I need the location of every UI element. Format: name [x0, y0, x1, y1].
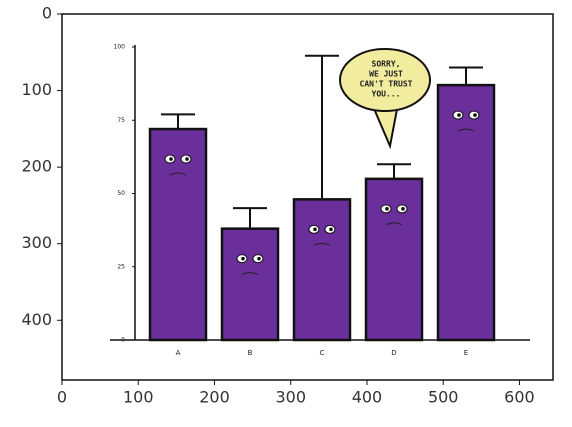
y-tick-label: 100: [21, 80, 52, 99]
pupil: [185, 157, 189, 161]
x-tick-label: 100: [123, 388, 154, 407]
mouth: [241, 272, 259, 276]
y-tick-label: 50: [117, 190, 125, 197]
x-tick-label: 500: [428, 388, 459, 407]
x-tick-label: 600: [504, 388, 535, 407]
pupil: [457, 113, 461, 117]
mouth: [457, 128, 475, 132]
bubble-text: CAN'T TRUST: [360, 80, 413, 89]
mouth: [169, 172, 187, 176]
pupil: [473, 113, 477, 117]
pupil: [329, 227, 333, 232]
mouth: [385, 222, 403, 226]
bar: [220, 227, 280, 342]
pupil: [169, 157, 173, 161]
y-tick-label: 75: [117, 117, 125, 124]
mouth: [313, 242, 331, 246]
bar: [148, 127, 208, 342]
speech-bubble: [339, 48, 431, 150]
bubble-text: YOU...: [372, 90, 401, 99]
pupil: [385, 207, 389, 211]
pupil: [401, 207, 405, 211]
bar: [292, 198, 352, 342]
bar: [436, 83, 496, 342]
y-tick-label: 0: [42, 4, 52, 23]
x-tick-label: A: [176, 349, 181, 357]
y-tick-label: 300: [21, 233, 52, 252]
y-tick-label: 400: [21, 310, 52, 329]
y-tick-label: 200: [21, 157, 52, 176]
x-tick-label: E: [464, 349, 468, 357]
pupil: [241, 256, 245, 261]
y-tick-label: 25: [117, 263, 125, 270]
x-tick-label: B: [248, 349, 253, 357]
y-tick-label: 0: [121, 337, 125, 344]
bubble: [339, 48, 431, 112]
x-tick-label: 0: [57, 388, 67, 407]
pupil: [313, 227, 317, 232]
bubble-join: [374, 100, 396, 106]
y-tick-label: 100: [114, 44, 126, 51]
x-tick-label: D: [391, 349, 396, 357]
x-tick-label: 300: [275, 388, 306, 407]
bar: [364, 177, 424, 342]
bubble-text: WE JUST: [369, 70, 403, 79]
pupil: [257, 256, 261, 261]
x-tick-label: 400: [352, 388, 383, 407]
x-tick-label: 200: [199, 388, 230, 407]
x-tick-label: C: [320, 349, 325, 357]
bubble-text: SORRY,: [372, 60, 401, 69]
